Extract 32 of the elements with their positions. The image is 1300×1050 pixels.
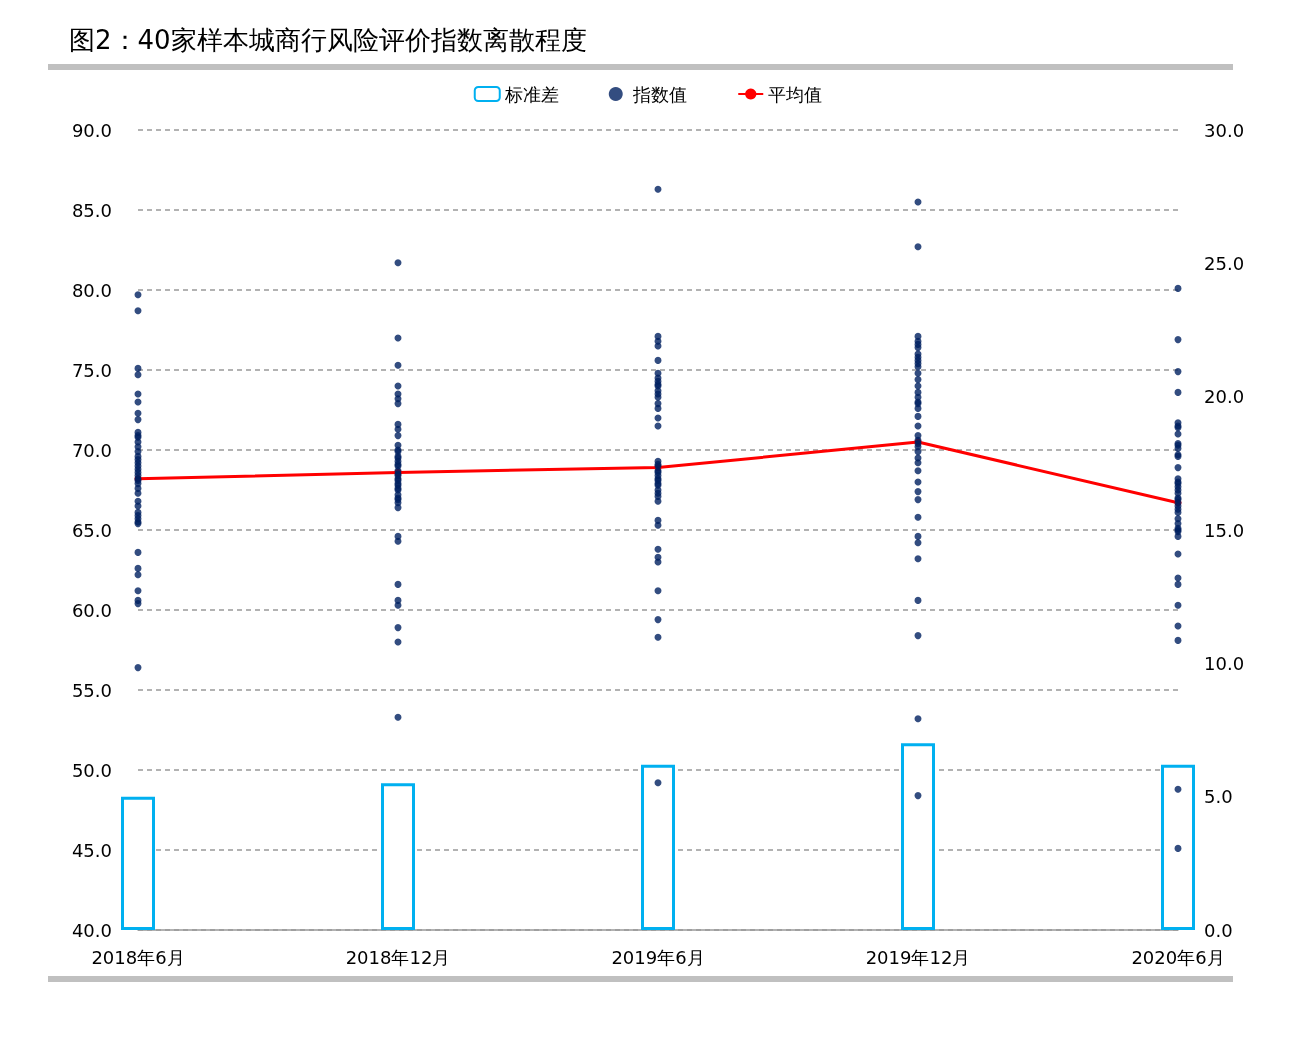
x-tick-label: 2019年12月 [865, 946, 971, 968]
legend-label: 指数值 [632, 83, 688, 105]
x-tick-label: 2019年6月 [611, 946, 705, 968]
y-tick-label: 40.0 [71, 919, 112, 941]
x-tick-label: 2018年12月 [345, 946, 451, 968]
y2-tick-label: 0.0 [1204, 919, 1233, 941]
y-tick-label: 45.0 [71, 839, 112, 861]
x-tick-label: 2018年6月 [91, 946, 185, 968]
y-tick-label: 85.0 [71, 199, 112, 221]
y2-tick-label: 20.0 [1204, 386, 1245, 408]
chart-title: 图2：40家样本城商行风险评价指数离散程度 [69, 25, 587, 55]
legend-label: 标准差 [503, 83, 559, 105]
bar [1161, 764, 1195, 930]
legend-label: 平均值 [768, 83, 823, 105]
y-tick-label: 80.0 [71, 279, 112, 301]
bar [381, 783, 415, 930]
y-tick-label: 50.0 [71, 759, 112, 781]
y-tick-label: 70.0 [71, 439, 112, 461]
y-tick-label: 75.0 [71, 359, 112, 381]
y2-tick-label: 30.0 [1204, 119, 1245, 141]
bar [121, 796, 155, 930]
y-tick-label: 55.0 [71, 679, 112, 701]
y2-tick-label: 15.0 [1204, 519, 1245, 541]
y2-tick-label: 5.0 [1204, 786, 1233, 808]
y2-tick-label: 10.0 [1204, 652, 1245, 674]
y-tick-label: 60.0 [71, 599, 112, 621]
y-tick-label: 65.0 [71, 519, 112, 541]
bar [901, 743, 935, 930]
y-tick-label: 90.0 [71, 119, 112, 141]
x-tick-label: 2020年6月 [1131, 946, 1225, 968]
bar [641, 764, 675, 930]
y2-tick-label: 25.0 [1204, 252, 1245, 274]
